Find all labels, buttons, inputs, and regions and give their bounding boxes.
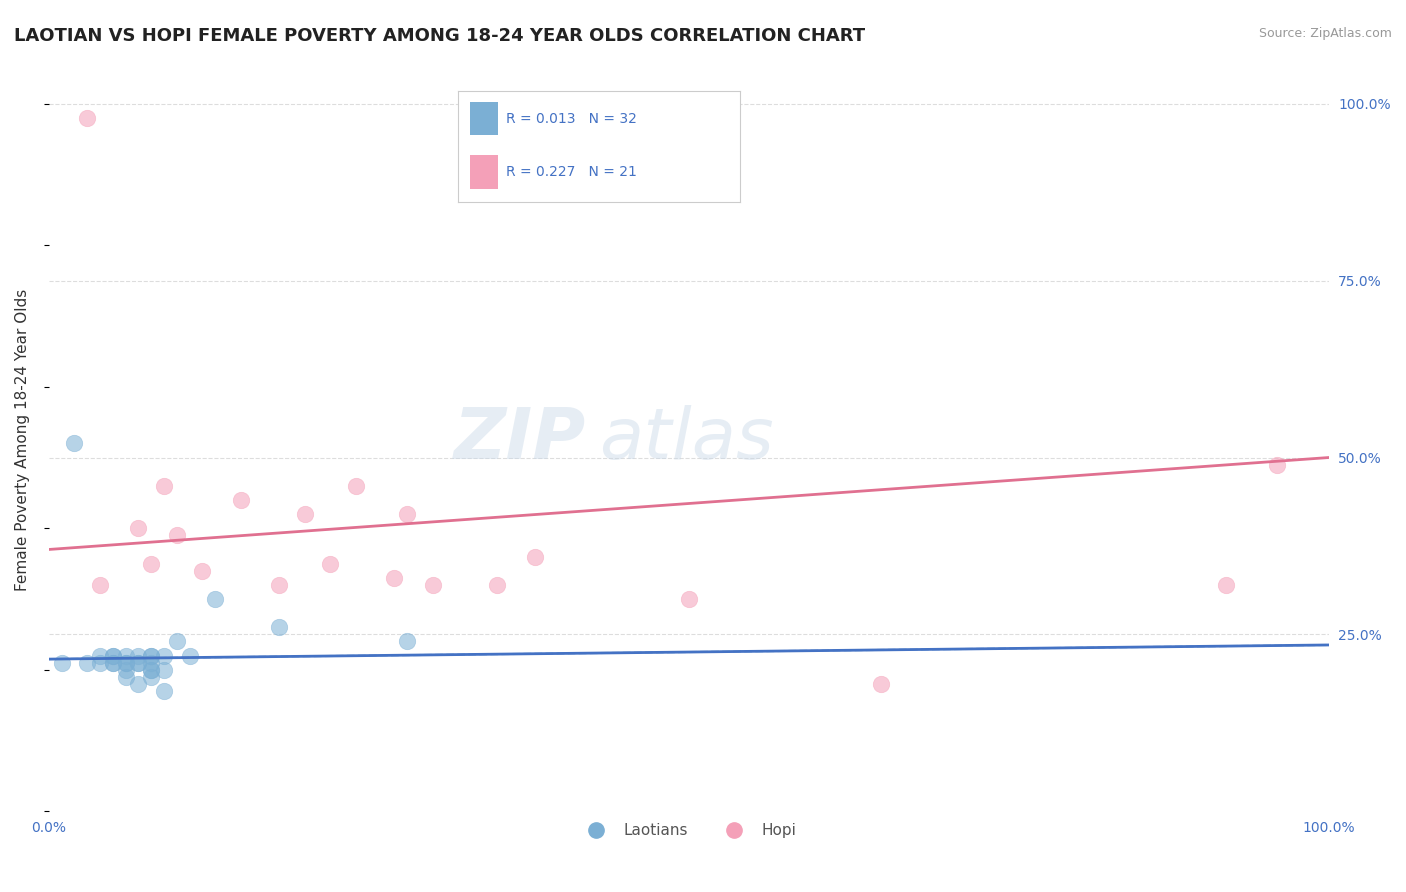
Point — [524, 549, 547, 564]
Point — [869, 677, 891, 691]
Point — [396, 507, 419, 521]
Text: LAOTIAN VS HOPI FEMALE POVERTY AMONG 18-24 YEAR OLDS CORRELATION CHART: LAOTIAN VS HOPI FEMALE POVERTY AMONG 18-… — [14, 27, 865, 45]
Point — [76, 656, 98, 670]
Point — [153, 479, 176, 493]
Point — [89, 656, 111, 670]
Point — [179, 648, 201, 663]
Point — [114, 656, 136, 670]
Point — [153, 684, 176, 698]
Point — [344, 479, 367, 493]
Point — [114, 648, 136, 663]
Point — [76, 111, 98, 125]
Point — [139, 670, 162, 684]
Point — [127, 521, 149, 535]
Point — [229, 493, 252, 508]
Point — [269, 578, 291, 592]
Text: ZIP: ZIP — [454, 405, 586, 475]
Text: atlas: atlas — [599, 405, 773, 475]
Point — [166, 528, 188, 542]
Point — [294, 507, 316, 521]
Point — [139, 663, 162, 677]
Point — [127, 648, 149, 663]
Point — [485, 578, 508, 592]
Y-axis label: Female Poverty Among 18-24 Year Olds: Female Poverty Among 18-24 Year Olds — [15, 289, 30, 591]
Point — [127, 677, 149, 691]
Point — [114, 656, 136, 670]
Point — [319, 557, 342, 571]
Point — [101, 648, 124, 663]
Point — [114, 670, 136, 684]
Point — [127, 656, 149, 670]
Point — [422, 578, 444, 592]
Point — [101, 656, 124, 670]
Point — [139, 648, 162, 663]
Point — [139, 557, 162, 571]
Point — [396, 634, 419, 648]
Point — [89, 578, 111, 592]
Point — [139, 656, 162, 670]
Point — [139, 663, 162, 677]
Point — [678, 592, 700, 607]
Point — [269, 620, 291, 634]
Point — [153, 663, 176, 677]
Point — [101, 656, 124, 670]
Point — [89, 648, 111, 663]
Point — [127, 656, 149, 670]
Point — [63, 436, 86, 450]
Point — [382, 571, 405, 585]
Point — [51, 656, 73, 670]
Point — [204, 592, 226, 607]
Point — [191, 564, 214, 578]
Point — [101, 648, 124, 663]
Point — [114, 663, 136, 677]
Point — [1267, 458, 1289, 472]
Point — [139, 648, 162, 663]
Legend: Laotians, Hopi: Laotians, Hopi — [575, 817, 803, 845]
Text: Source: ZipAtlas.com: Source: ZipAtlas.com — [1258, 27, 1392, 40]
Point — [1215, 578, 1237, 592]
Point — [153, 648, 176, 663]
Point — [166, 634, 188, 648]
